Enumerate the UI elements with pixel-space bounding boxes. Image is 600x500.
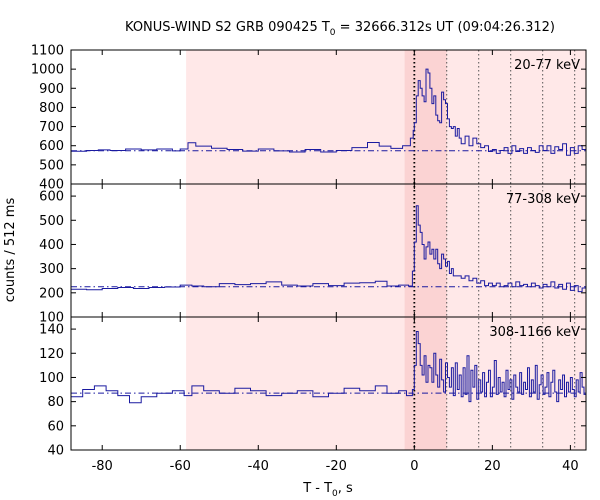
panel-frames: 20-77 keV 77-308 keV 308-1166 keV <box>70 49 587 451</box>
panel-frame-308-1166keV <box>70 316 587 451</box>
y-tick-label: 400 <box>39 178 64 193</box>
x-tick-label: -20 <box>326 459 347 474</box>
chart-title-main: KONUS-WIND S2 GRB 090425 T <box>125 20 330 35</box>
y-tick-label: 60 <box>47 419 64 434</box>
x-axis-label-subscript: 0 <box>332 489 338 499</box>
y-tick-label: 600 <box>39 190 64 205</box>
band-label-20-77keV: 20-77 keV <box>514 58 580 73</box>
y-tick-label: 700 <box>39 120 64 135</box>
y-tick-label: 200 <box>39 286 64 301</box>
band-label-77-308keV: 77-308 keV <box>506 192 580 207</box>
y-tick-label: 900 <box>39 82 64 97</box>
x-axis-label: T - T0, s <box>302 481 353 499</box>
y-axis-label: counts / 512 ms <box>3 198 18 303</box>
y-tick-label: 800 <box>39 101 64 116</box>
y-tick-label: 1100 <box>31 44 64 59</box>
x-tick-label: -40 <box>248 459 269 474</box>
x-tick-label: 0 <box>410 459 418 474</box>
y-tick-label: 100 <box>39 311 64 326</box>
band-label-308-1166keV: 308-1166 keV <box>489 325 580 340</box>
y-tick-label: 100 <box>39 371 64 386</box>
chart-title-subscript: 0 <box>330 28 336 38</box>
x-tick-label: -60 <box>170 459 191 474</box>
y-tick-label: 120 <box>39 347 64 362</box>
y-tick-label: 500 <box>39 214 64 229</box>
x-tick-label: 20 <box>484 459 501 474</box>
shaded-intervals <box>186 50 586 450</box>
series-77-308keV <box>71 205 586 293</box>
series-20-77keV <box>71 68 586 156</box>
x-axis-label-main: T - T <box>302 481 332 496</box>
x-axis-label-rest: , s <box>338 481 353 496</box>
y-tick-label: 500 <box>39 158 64 173</box>
x-tick-label: -80 <box>92 459 113 474</box>
chart-title: KONUS-WIND S2 GRB 090425 T0 = 32666.312s… <box>125 20 555 38</box>
y-tick-label: 140 <box>39 323 64 338</box>
y-tick-label: 400 <box>39 238 64 253</box>
series-308-1166keV <box>71 331 586 404</box>
count-rate-series <box>71 68 586 404</box>
y-tick-label: 40 <box>47 444 64 459</box>
y-tick-label: 80 <box>47 395 64 410</box>
axis-ticks: 4005006007008009001000110010020030040050… <box>31 44 586 474</box>
x-tick-label: 40 <box>562 459 579 474</box>
y-tick-label: 300 <box>39 262 64 277</box>
y-tick-label: 600 <box>39 139 64 154</box>
chart-title-rest: = 32666.312s UT (09:04:26.312) <box>336 20 555 35</box>
y-tick-label: 1000 <box>31 63 64 78</box>
